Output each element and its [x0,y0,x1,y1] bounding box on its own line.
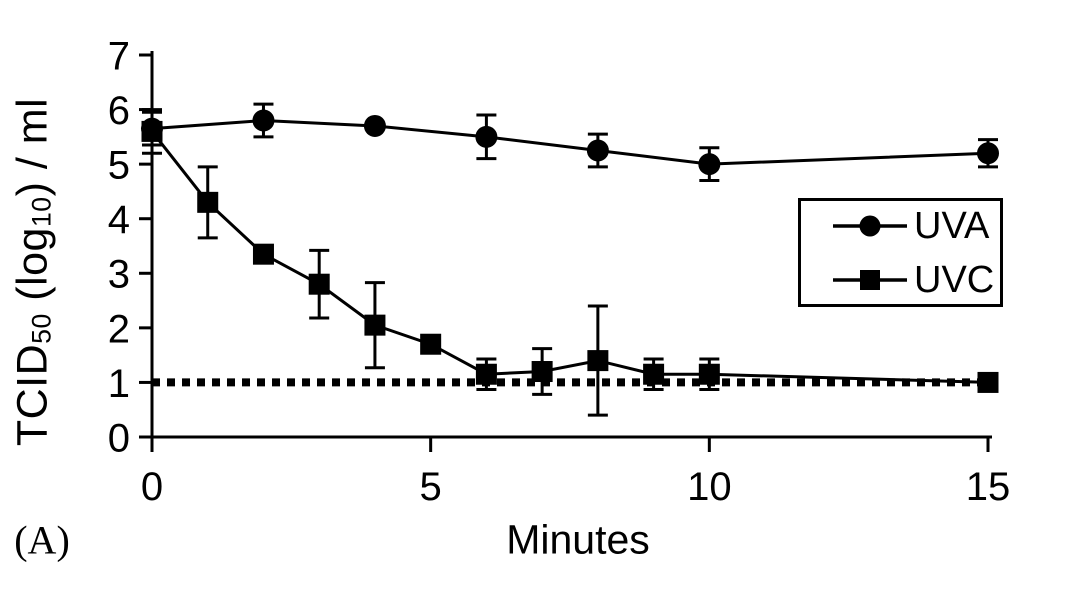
uvc-point [364,314,386,336]
legend: UVA UVC [798,198,1003,307]
uvc-point [587,350,609,372]
uvc-point [420,333,442,355]
uvc-point [698,363,720,385]
panel-label: (A) [14,517,70,563]
legend-label-uvc: UVC [914,258,995,301]
uva-markers [141,109,999,176]
legend-item-uva: UVA [833,206,1000,246]
uvc-point [197,191,219,213]
y-axis-title-subscript: 50 [26,313,57,344]
uva-point [586,139,609,162]
uvc-point [643,363,665,385]
uvc-point [977,371,999,393]
uva-line [151,118,989,166]
x-tick-label: 5 [420,465,442,509]
y-tick-label: 3 [108,253,130,297]
y-axis-title-text: TCID [8,343,57,447]
uvc-point [252,243,274,265]
y-axis-title-subscript: 10 [26,196,57,228]
y-tick-label: 4 [108,198,130,242]
y-tick-label: 2 [108,307,130,351]
y-axis-title: TCID50 (log10) / ml [9,98,58,446]
uva-point [475,125,498,148]
tick-labels: 0 1 2 3 4 5 6 7 0 5 10 15 [108,34,1011,509]
x-tick-label: 15 [966,465,1011,509]
uvc-point [308,273,330,295]
x-tick-label: 10 [687,465,732,509]
uva-circle-marker-icon [833,215,907,236]
y-tick-label: 1 [108,362,130,406]
x-tick-label: 0 [141,465,163,509]
uva-point [977,142,999,165]
legend-item-uvc: UVC [833,260,1000,300]
y-tick-label: 7 [108,34,130,78]
uvc-point [141,120,163,142]
y-tick-label: 5 [108,144,130,188]
uvc-markers [141,120,999,393]
legend-label-uva: UVA [914,204,990,247]
y-tick-label: 0 [108,416,130,460]
y-tick-label: 6 [108,89,130,133]
y-axis-title-text: ) / ml [8,97,57,197]
uvc-square-marker-icon [833,269,907,290]
uva-point [698,153,721,176]
x-axis-title: Minutes [506,516,650,563]
uvc-point [531,361,553,383]
axes [139,51,992,452]
uva-point [363,114,386,137]
uva-point [252,109,275,132]
uvc-point [475,363,497,385]
y-axis-title-text: (log [8,227,57,314]
